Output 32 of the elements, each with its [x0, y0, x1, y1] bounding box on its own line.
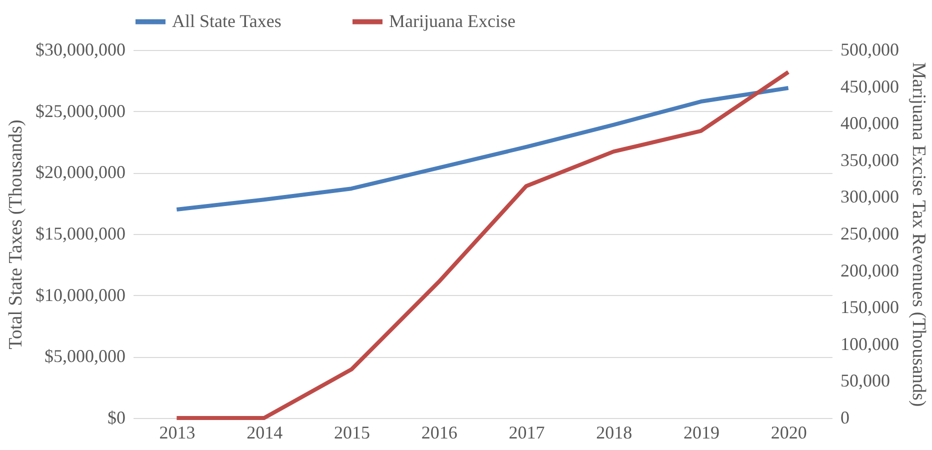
y2-tick-label: 50,000 [840, 370, 890, 391]
y2-tick-label: 200,000 [840, 260, 899, 280]
legend-label: Marijuana Excise [389, 10, 516, 31]
x-tick-label: 2016 [421, 422, 458, 442]
y2-tick-label: 100,000 [840, 334, 899, 354]
y2-tick-label: 350,000 [840, 150, 899, 170]
y-axis-title: Total State Taxes (Thousands) [6, 120, 26, 350]
x-tick-label: 2014 [246, 422, 283, 442]
y2-tick-label: 250,000 [840, 224, 899, 244]
x-tick-label: 2018 [596, 422, 632, 442]
y-tick-label: $30,000,000 [36, 40, 126, 60]
x-tick-label: 2015 [334, 422, 370, 442]
x-tick-label: 2020 [770, 422, 807, 442]
x-tick-label: 2013 [159, 422, 196, 442]
y2-tick-label: 150,000 [840, 297, 899, 318]
y2-tick-label: 400,000 [840, 113, 899, 134]
line-series [174, 86, 790, 212]
y2-tick-label: 0 [840, 408, 850, 428]
y2-tick-label: 450,000 [840, 76, 899, 96]
y2-axis-title: Marijuana Excise Tax Revenues (Thousands) [908, 62, 929, 407]
x-tick-label: 2019 [683, 422, 720, 442]
y2-tick-label: 300,000 [840, 186, 899, 207]
line-series [174, 70, 790, 420]
x-tick-label: 2017 [508, 422, 545, 442]
y-tick-label: $0 [108, 408, 126, 428]
y-tick-label: $20,000,000 [36, 162, 126, 182]
y-tick-label: $5,000,000 [44, 346, 126, 366]
y2-tick-label: 500,000 [840, 40, 899, 60]
legend-label: All State Taxes [172, 10, 282, 31]
y-tick-label: $25,000,000 [36, 100, 126, 121]
y-tick-label: $10,000,000 [36, 284, 126, 305]
y-tick-label: $15,000,000 [36, 224, 126, 244]
